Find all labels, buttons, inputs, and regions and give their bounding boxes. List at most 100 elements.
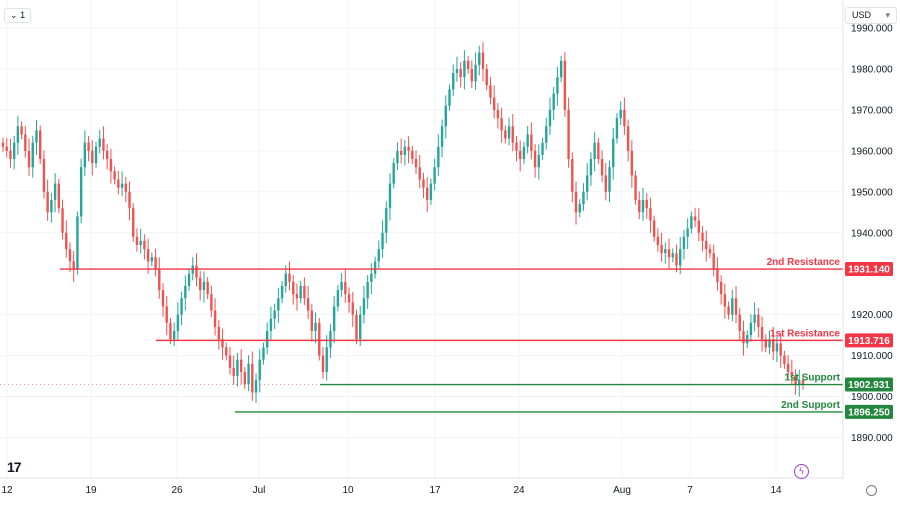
- gear-icon[interactable]: [866, 485, 877, 496]
- candle-body: [574, 191, 578, 213]
- candle-body: [332, 306, 336, 332]
- candle: [158, 257, 161, 299]
- x-tick-label: 24: [513, 485, 525, 496]
- candle-body: [213, 310, 217, 327]
- candle-body: [53, 183, 57, 200]
- x-tick-label: 10: [342, 485, 354, 496]
- candle-body: [500, 118, 503, 131]
- candle: [83, 130, 87, 176]
- candle: [452, 64, 455, 97]
- candle-body: [798, 380, 801, 385]
- candle-body: [280, 285, 284, 299]
- candle: [399, 138, 403, 164]
- candle-body: [1, 142, 5, 147]
- candle-body: [102, 138, 105, 151]
- candle: [597, 137, 600, 164]
- candle-body: [306, 298, 310, 311]
- candle-body: [16, 126, 20, 143]
- candle: [128, 181, 131, 221]
- candle: [98, 129, 101, 154]
- candle-body: [656, 236, 660, 246]
- candle: [344, 269, 347, 303]
- candle: [105, 144, 109, 170]
- candle: [593, 132, 596, 172]
- candle: [615, 113, 619, 144]
- candle: [489, 76, 492, 105]
- candle-body: [91, 150, 94, 164]
- currency-label: USD: [852, 10, 872, 20]
- candle: [35, 119, 38, 155]
- candle-body: [641, 199, 645, 213]
- candle-body: [548, 109, 552, 127]
- level-name: 2nd Support: [781, 400, 841, 411]
- candle-body: [20, 126, 23, 135]
- candle-body: [485, 68, 488, 86]
- interval-dropdown[interactable]: ⌄ 1: [4, 8, 32, 23]
- candle-body: [466, 60, 470, 69]
- candle-body: [24, 134, 27, 151]
- level-name: 1st Resistance: [770, 328, 840, 339]
- candle: [143, 234, 146, 260]
- candle: [243, 367, 247, 390]
- candle: [113, 166, 116, 185]
- candle-body: [638, 199, 641, 213]
- candle-body: [686, 228, 689, 237]
- candle: [325, 335, 328, 381]
- candle: [117, 170, 120, 195]
- candle-body: [46, 191, 49, 213]
- lightning-icon[interactable]: ϟ: [794, 464, 809, 479]
- candle-body: [139, 240, 142, 246]
- candle: [463, 50, 466, 90]
- price-axis[interactable]: 1990.000 1980.000 1970.000 1960.000 1950.000…: [851, 24, 893, 445]
- candle-body: [399, 150, 403, 155]
- candle: [258, 349, 261, 393]
- candle: [102, 126, 105, 160]
- x-tick-label: Aug: [613, 485, 631, 496]
- candle: [265, 322, 269, 355]
- candle-body: [567, 109, 570, 160]
- candle-body: [388, 183, 392, 209]
- candle-body: [329, 331, 332, 348]
- candle-body: [359, 314, 362, 340]
- candle: [91, 140, 94, 176]
- candle-body: [615, 118, 619, 139]
- candle-body: [176, 314, 180, 332]
- candle: [760, 316, 764, 352]
- candle-body: [760, 326, 764, 340]
- candle: [589, 152, 593, 186]
- candle: [150, 252, 154, 267]
- time-axis[interactable]: 12 19 26 Jul 10 17 24 Aug 7 14: [1, 485, 782, 496]
- candle: [57, 178, 61, 214]
- candle: [675, 244, 678, 273]
- candle-body: [727, 306, 730, 315]
- candle-body: [366, 281, 369, 299]
- candle-body: [195, 265, 198, 278]
- candle: [139, 228, 142, 254]
- candle-body: [738, 314, 741, 332]
- candle-body: [768, 339, 771, 348]
- candle-body: [697, 220, 701, 233]
- tradingview-logo-icon: 17: [7, 459, 22, 475]
- candle-body: [42, 159, 46, 192]
- currency-dropdown[interactable]: USD ▾: [845, 7, 897, 24]
- candle-body: [440, 126, 444, 147]
- candle-body: [57, 183, 61, 209]
- candle-body: [645, 199, 648, 209]
- candle: [608, 160, 611, 203]
- candle-body: [712, 253, 715, 270]
- candle-body: [790, 371, 794, 377]
- candle: [716, 257, 719, 291]
- candle: [552, 86, 555, 121]
- candle: [623, 97, 626, 135]
- candle: [332, 296, 336, 344]
- candle: [466, 55, 470, 74]
- candlestick-series: [1, 42, 805, 403]
- candle-body: [373, 261, 377, 274]
- candle-body: [612, 138, 615, 168]
- candle-body: [593, 142, 596, 160]
- candle-body: [801, 380, 805, 385]
- candle-body: [355, 314, 358, 340]
- candle-body: [411, 150, 414, 160]
- candle-body: [537, 154, 541, 168]
